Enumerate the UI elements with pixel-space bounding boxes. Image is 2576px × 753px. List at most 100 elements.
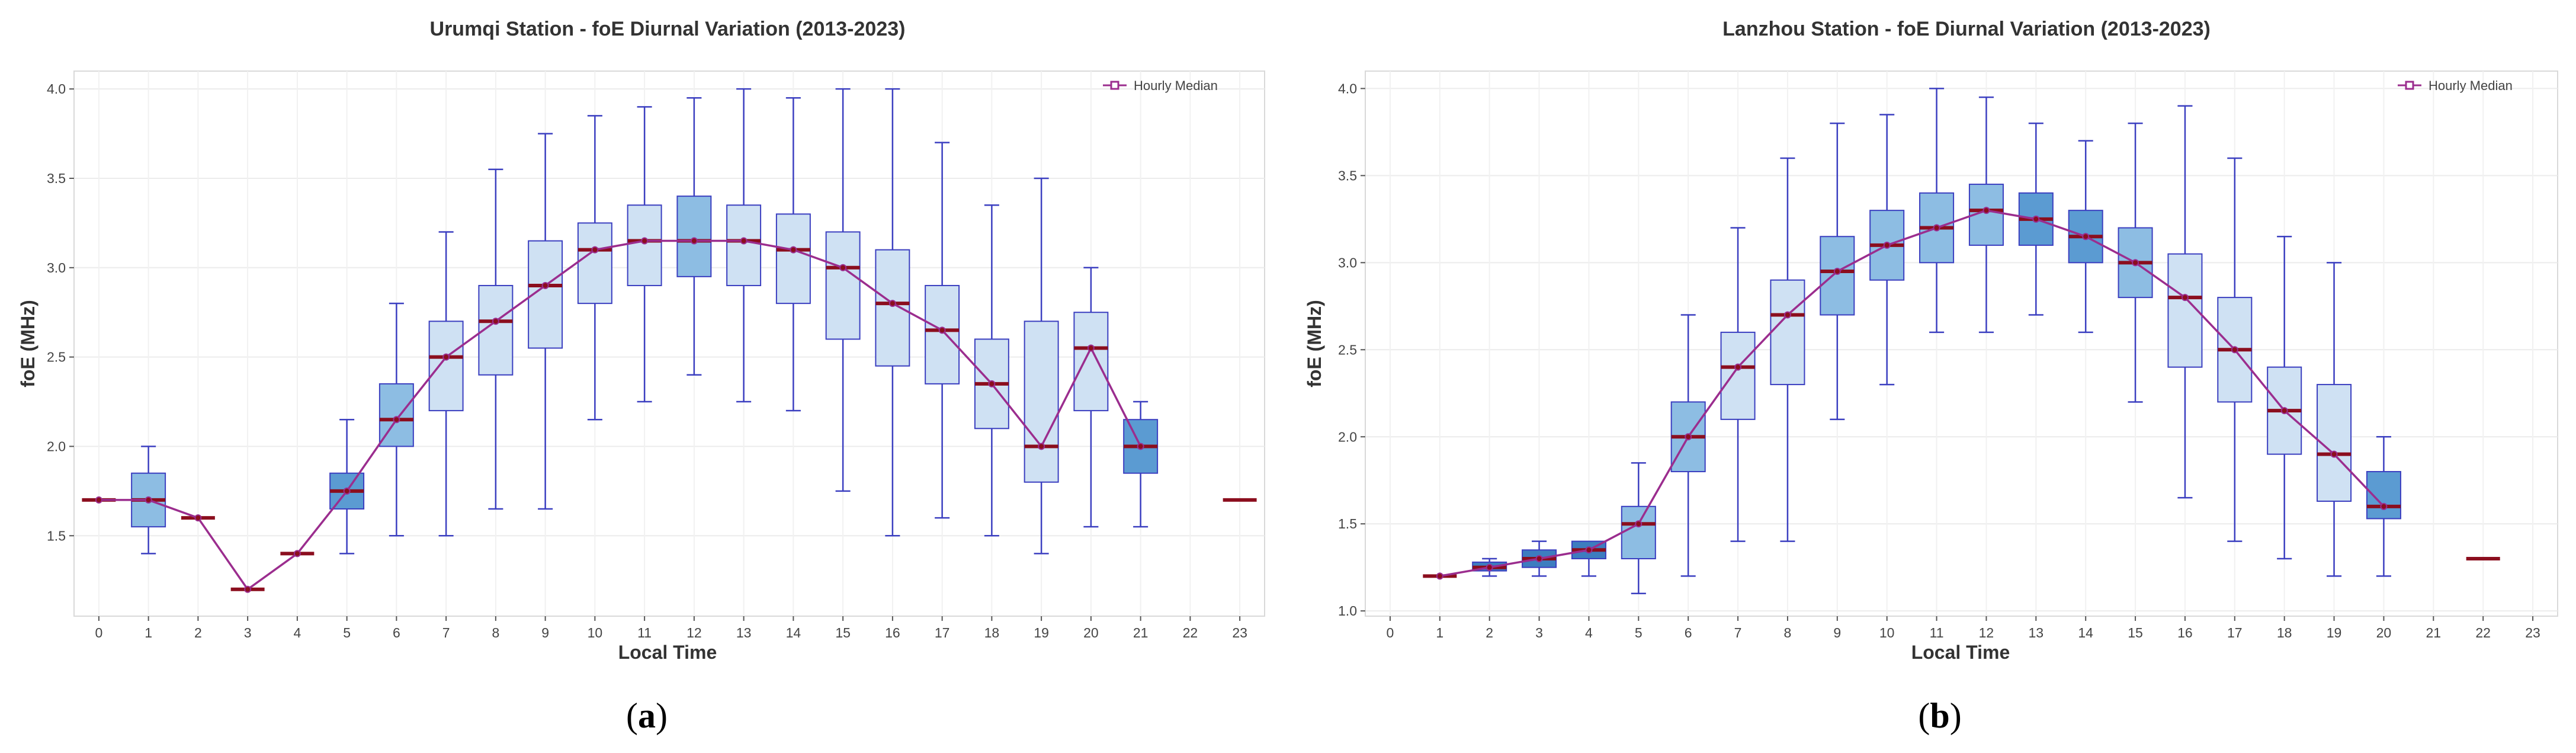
box-iqr bbox=[875, 249, 910, 367]
x-tick-label: 8 bbox=[492, 625, 499, 640]
panel-label-a: (a) bbox=[626, 696, 668, 735]
box-hour-16 bbox=[875, 88, 910, 537]
x-tick-label: 11 bbox=[1930, 625, 1944, 640]
median-point bbox=[641, 237, 649, 245]
x-tick-label: 2 bbox=[1486, 625, 1493, 640]
median-point bbox=[740, 237, 748, 245]
plot-area bbox=[1365, 71, 2558, 617]
x-tick-label: 0 bbox=[95, 625, 102, 640]
x-tick-label: 17 bbox=[2227, 625, 2243, 640]
y-axis-ticks: 1.0 1.5 2.0 2.5 3.0 3.5 4.0 bbox=[1338, 81, 1365, 619]
x-tick-label: 15 bbox=[835, 625, 851, 640]
median-point bbox=[541, 281, 549, 289]
legend-marker bbox=[2405, 81, 2414, 90]
median-point bbox=[442, 353, 450, 361]
x-tick-label: 23 bbox=[2525, 625, 2540, 640]
x-tick-label: 6 bbox=[393, 625, 400, 640]
y-tick-label: 1.5 bbox=[47, 528, 66, 543]
box-hour-20 bbox=[1073, 267, 1109, 528]
box-iqr bbox=[925, 284, 960, 384]
y-axis-label: foE (MHz) bbox=[17, 300, 39, 387]
y-tick-label: 4.0 bbox=[47, 81, 66, 97]
x-tick-label: 21 bbox=[2426, 625, 2442, 640]
median-point bbox=[393, 416, 400, 424]
box-iqr bbox=[726, 204, 762, 286]
y-tick-label: 1.5 bbox=[1338, 516, 1357, 531]
median-point bbox=[938, 326, 946, 334]
median-point bbox=[95, 496, 102, 504]
median-point bbox=[343, 487, 351, 495]
legend-label: Hourly Median bbox=[2429, 78, 2513, 93]
box-iqr bbox=[1621, 505, 1656, 560]
median-point bbox=[1783, 311, 1791, 319]
median-point bbox=[2330, 450, 2338, 458]
y-tick-label: 1.0 bbox=[1338, 603, 1357, 619]
x-axis-label: Local Time bbox=[618, 642, 717, 663]
box-hour-11 bbox=[627, 106, 662, 403]
box-iqr bbox=[2317, 384, 2352, 502]
median-point bbox=[1685, 433, 1692, 441]
median-line bbox=[98, 239, 1142, 591]
median-point bbox=[1535, 555, 1543, 563]
x-axis-ticks: 0 1 2 3 4 5 6 7 8 9 10 11 12 13 14 15 16 17 18 19 20 21 22 23 bbox=[1387, 616, 2540, 640]
x-tick-label: 10 bbox=[588, 625, 603, 640]
x-tick-label: 5 bbox=[343, 625, 351, 640]
median-point bbox=[1635, 520, 1643, 528]
x-tick-label: 5 bbox=[1635, 625, 1643, 640]
x-tick-label: 14 bbox=[2078, 625, 2093, 640]
median-series bbox=[1436, 207, 2388, 580]
x-tick-label: 17 bbox=[935, 625, 950, 640]
median-point bbox=[1486, 563, 1493, 571]
x-tick-label: 10 bbox=[1879, 625, 1895, 640]
median-point bbox=[1833, 268, 1841, 275]
x-tick-label: 4 bbox=[293, 625, 301, 640]
box-iqr bbox=[1720, 331, 1756, 420]
median-point bbox=[293, 550, 301, 557]
box-iqr bbox=[676, 196, 712, 277]
chart-title: Lanzhou Station - foE Diurnal Variation … bbox=[1722, 18, 2211, 40]
box-hour-8 bbox=[1770, 157, 1805, 542]
x-tick-label: 13 bbox=[736, 625, 752, 640]
median-line bbox=[1439, 209, 2385, 578]
y-tick-label: 2.0 bbox=[47, 438, 66, 454]
x-axis-label: Local Time bbox=[1911, 642, 2010, 663]
x-tick-label: 22 bbox=[1183, 625, 1198, 640]
x-tick-label: 3 bbox=[1535, 625, 1543, 640]
median-point bbox=[2380, 502, 2388, 510]
median-point bbox=[1137, 443, 1144, 450]
median-point bbox=[2181, 294, 2189, 302]
x-tick-label: 2 bbox=[194, 625, 202, 640]
median-point bbox=[194, 514, 202, 522]
x-tick-label: 7 bbox=[442, 625, 450, 640]
x-tick-label: 20 bbox=[2376, 625, 2392, 640]
median-point bbox=[2231, 346, 2238, 354]
box-iqr bbox=[1770, 279, 1805, 386]
legend: Hourly Median bbox=[1103, 78, 1218, 93]
y-tick-label: 2.5 bbox=[47, 350, 66, 365]
box-iqr bbox=[1073, 312, 1109, 412]
x-axis-ticks: 0 1 2 3 4 5 6 7 8 9 10 11 12 13 14 15 16 17 18 19 20 21 22 23 bbox=[95, 616, 1247, 640]
box-hour-9 bbox=[1820, 122, 1855, 421]
box-hour-15 bbox=[825, 88, 861, 492]
median-point bbox=[988, 380, 996, 387]
y-tick-label: 2.0 bbox=[1338, 429, 1357, 444]
box-hour-21 bbox=[1123, 400, 1159, 528]
x-tick-label: 21 bbox=[1133, 625, 1149, 640]
median-point bbox=[1436, 572, 1443, 580]
x-tick-label: 7 bbox=[1734, 625, 1742, 640]
median-point bbox=[591, 246, 599, 254]
x-tick-label: 0 bbox=[1387, 625, 1394, 640]
x-tick-label: 16 bbox=[885, 625, 900, 640]
median-point bbox=[1087, 344, 1095, 352]
x-tick-label: 12 bbox=[1979, 625, 1994, 640]
x-tick-label: 3 bbox=[244, 625, 252, 640]
x-tick-label: 1 bbox=[1436, 625, 1443, 640]
median-point bbox=[1933, 224, 1940, 232]
chart-title: Urumqi Station - foE Diurnal Variation (… bbox=[430, 18, 906, 40]
box-hour-14 bbox=[775, 97, 811, 412]
median-point bbox=[2280, 407, 2288, 415]
plot-area bbox=[73, 71, 1265, 617]
x-tick-label: 19 bbox=[2327, 625, 2342, 640]
box-hour-5 bbox=[1621, 462, 1656, 595]
median-point bbox=[145, 496, 152, 504]
